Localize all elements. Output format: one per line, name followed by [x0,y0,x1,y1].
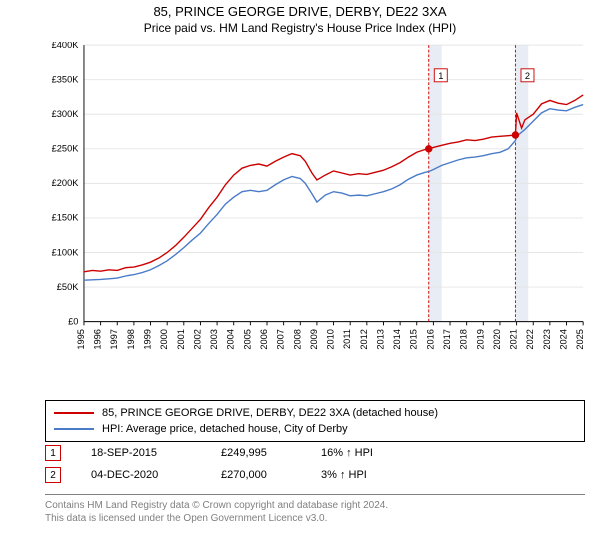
legend-item: HPI: Average price, detached house, City… [54,421,576,437]
svg-text:2005: 2005 [242,329,252,350]
svg-text:2000: 2000 [159,329,169,350]
svg-text:2023: 2023 [542,329,552,350]
svg-text:£400K: £400K [52,42,80,50]
svg-text:1999: 1999 [143,329,153,350]
svg-text:£150K: £150K [52,213,80,223]
svg-text:2011: 2011 [342,329,352,349]
marker-pct: 16% ↑ HPI [321,447,373,459]
svg-text:2022: 2022 [525,329,535,350]
svg-text:2004: 2004 [226,329,236,350]
chart-title: 85, PRINCE GEORGE DRIVE, DERBY, DE22 3XA [0,4,600,19]
svg-text:2006: 2006 [259,329,269,350]
sale-marker-row: 1 18-SEP-2015£249,99516% ↑ HPI [45,442,373,464]
svg-text:2009: 2009 [309,329,319,350]
svg-text:1996: 1996 [93,329,103,350]
svg-text:2016: 2016 [425,329,435,350]
svg-text:2: 2 [525,71,530,81]
svg-text:2007: 2007 [276,329,286,350]
sale-markers: 1 18-SEP-2015£249,99516% ↑ HPI 2 04-DEC-202… [45,442,373,486]
svg-text:2018: 2018 [459,329,469,350]
svg-text:2019: 2019 [475,329,485,350]
svg-text:2001: 2001 [176,329,186,350]
marker-badge: 1 [45,445,61,461]
svg-text:2002: 2002 [192,329,202,350]
svg-text:2024: 2024 [559,329,569,350]
legend: 85, PRINCE GEORGE DRIVE, DERBY, DE22 3XA… [45,400,585,442]
svg-text:2012: 2012 [359,329,369,350]
svg-text:£350K: £350K [52,74,80,84]
chart-subtitle: Price paid vs. HM Land Registry's House … [0,21,600,35]
legend-swatch [54,428,94,430]
legend-item: 85, PRINCE GEORGE DRIVE, DERBY, DE22 3XA… [54,405,576,421]
svg-text:2015: 2015 [409,329,419,350]
marker-pct: 3% ↑ HPI [321,469,367,481]
svg-text:£50K: £50K [57,282,79,292]
svg-text:1995: 1995 [76,329,86,350]
svg-text:2013: 2013 [375,329,385,350]
svg-text:2021: 2021 [509,329,519,350]
legend-swatch [54,412,94,414]
svg-text:2008: 2008 [292,329,302,350]
svg-text:1997: 1997 [109,329,119,350]
legend-label: HPI: Average price, detached house, City… [102,423,348,435]
svg-text:£300K: £300K [52,109,80,119]
footer-line2: This data is licensed under the Open Gov… [45,512,585,525]
marker-badge: 2 [45,467,61,483]
marker-price: £249,995 [221,447,321,459]
svg-text:1: 1 [438,71,443,81]
svg-text:£100K: £100K [52,247,80,257]
marker-date: 04-DEC-2020 [91,469,221,481]
svg-text:£250K: £250K [52,144,80,154]
marker-date: 18-SEP-2015 [91,447,221,459]
svg-text:2014: 2014 [392,329,402,350]
svg-text:2020: 2020 [492,329,502,350]
svg-text:£200K: £200K [52,178,80,188]
svg-text:2003: 2003 [209,329,219,350]
svg-text:2025: 2025 [575,329,585,350]
footer-line1: Contains HM Land Registry data © Crown c… [45,499,585,512]
sale-marker-row: 2 04-DEC-2020£270,0003% ↑ HPI [45,464,373,486]
svg-text:2017: 2017 [442,329,452,350]
svg-text:1998: 1998 [126,329,136,350]
price-chart: £0 £50K £100K £150K £200K £250K £300K £350K £400… [45,42,585,360]
svg-text:2010: 2010 [326,329,336,350]
legend-label: 85, PRINCE GEORGE DRIVE, DERBY, DE22 3XA… [102,407,438,419]
footer-attribution: Contains HM Land Registry data © Crown c… [45,494,585,525]
marker-price: £270,000 [221,469,321,481]
svg-text:£0: £0 [68,316,78,326]
